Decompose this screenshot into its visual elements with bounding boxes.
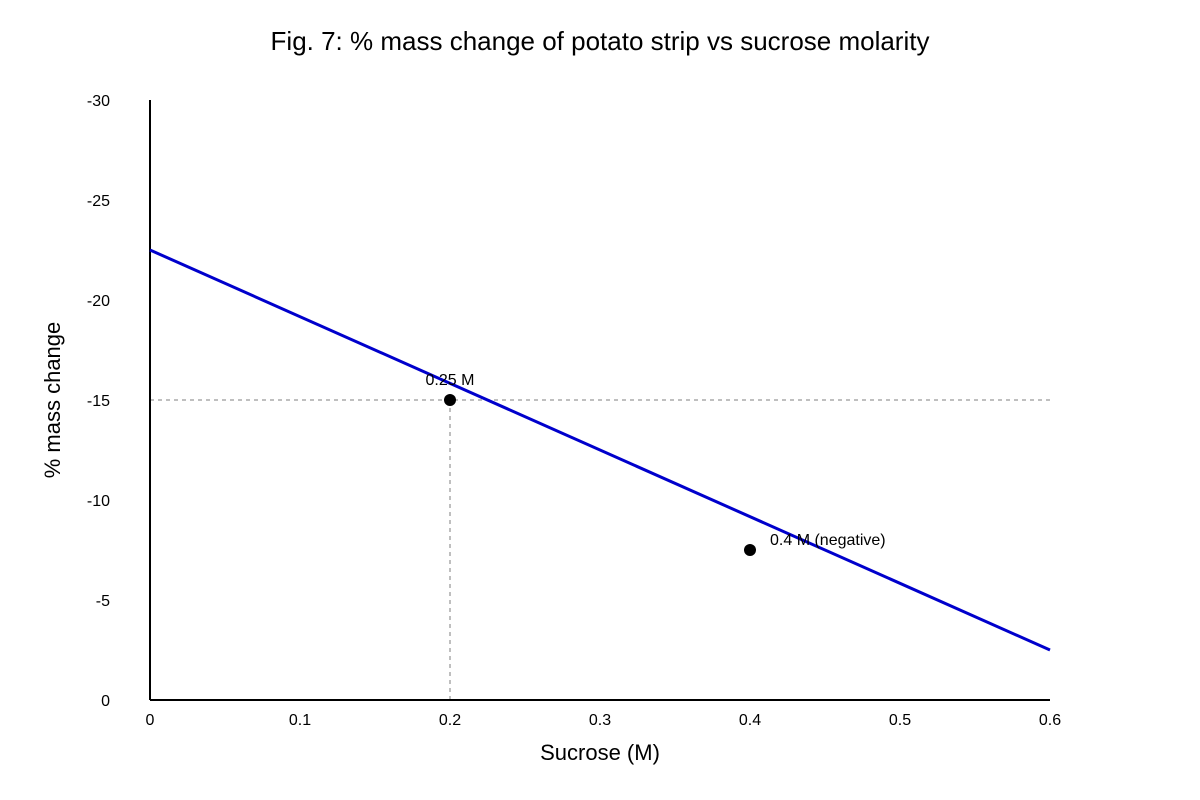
x-tick-label: 0.4 (739, 712, 761, 729)
data-point (744, 544, 756, 556)
x-tick-label: 0.3 (589, 712, 611, 729)
y-tick-labels: 0 -5 -10 -15 -20 -25 -30 (87, 93, 110, 710)
x-tick-label: 0.5 (889, 712, 911, 729)
x-axis-label: Sucrose (M) (540, 740, 660, 765)
data-points: 0.25 M 0.4 M (negative) (426, 372, 886, 556)
y-tick-label: -30 (87, 93, 110, 110)
point-annotation: 0.4 M (negative) (770, 532, 886, 549)
point-annotation: 0.25 M (426, 372, 475, 389)
x-tick-labels: 0 0.1 0.2 0.3 0.4 0.5 0.6 (146, 712, 1062, 729)
y-tick-label: -15 (87, 393, 110, 410)
y-tick-label: -25 (87, 193, 110, 210)
x-tick-label: 0.6 (1039, 712, 1061, 729)
y-axis-label: % mass change (40, 322, 65, 479)
data-point (444, 394, 456, 406)
y-tick-label: -5 (96, 593, 110, 610)
y-tick-label: 0 (101, 693, 110, 710)
x-tick-label: 0 (146, 712, 155, 729)
x-tick-label: 0.1 (289, 712, 311, 729)
y-tick-label: -20 (87, 293, 110, 310)
x-tick-label: 0.2 (439, 712, 461, 729)
reference-lines (150, 399, 1050, 700)
series-line (149, 248, 1051, 652)
chart-title: Fig. 7: % mass change of potato strip vs… (271, 26, 930, 56)
y-tick-label: -10 (87, 493, 110, 510)
series-lines (149, 248, 1051, 652)
